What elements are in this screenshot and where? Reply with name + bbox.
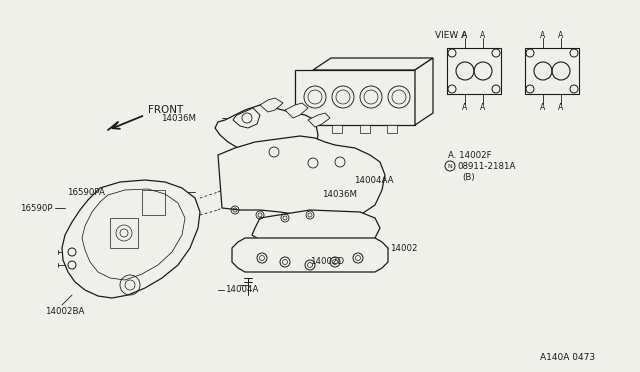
Text: A140A 0473: A140A 0473 bbox=[540, 353, 595, 362]
Text: 08911-2181A: 08911-2181A bbox=[457, 161, 515, 170]
Polygon shape bbox=[215, 105, 318, 168]
Text: A. 14002F: A. 14002F bbox=[448, 151, 492, 160]
Text: A: A bbox=[462, 31, 468, 39]
Text: 14036M: 14036M bbox=[161, 113, 196, 122]
Text: A: A bbox=[540, 103, 546, 112]
Polygon shape bbox=[233, 108, 260, 128]
Polygon shape bbox=[62, 180, 200, 298]
Text: 14002D: 14002D bbox=[310, 257, 344, 266]
Polygon shape bbox=[285, 103, 308, 118]
Text: A: A bbox=[481, 103, 486, 112]
Text: N: N bbox=[447, 164, 452, 169]
Text: A: A bbox=[558, 103, 564, 112]
Text: A: A bbox=[481, 31, 486, 39]
Text: VIEW A: VIEW A bbox=[435, 31, 467, 39]
Text: 14002: 14002 bbox=[390, 244, 417, 253]
Polygon shape bbox=[332, 125, 342, 133]
Text: 14004A: 14004A bbox=[225, 285, 259, 295]
Polygon shape bbox=[525, 48, 579, 94]
Text: A: A bbox=[300, 140, 305, 148]
Polygon shape bbox=[313, 58, 433, 70]
Polygon shape bbox=[308, 113, 330, 127]
Text: FRONT: FRONT bbox=[148, 105, 183, 115]
Polygon shape bbox=[415, 58, 433, 125]
Polygon shape bbox=[387, 125, 397, 133]
Text: 14002BA: 14002BA bbox=[45, 308, 84, 317]
Text: (B): (B) bbox=[462, 173, 475, 182]
Polygon shape bbox=[324, 150, 350, 172]
Text: A: A bbox=[540, 31, 546, 39]
Text: A: A bbox=[462, 103, 468, 112]
Polygon shape bbox=[305, 125, 315, 133]
Polygon shape bbox=[252, 210, 380, 248]
Text: 14036M: 14036M bbox=[322, 189, 357, 199]
Text: A: A bbox=[558, 31, 564, 39]
Text: 16590PA: 16590PA bbox=[67, 187, 105, 196]
Polygon shape bbox=[360, 125, 370, 133]
Polygon shape bbox=[295, 70, 415, 125]
Polygon shape bbox=[260, 98, 283, 112]
Text: 14004AA: 14004AA bbox=[354, 176, 394, 185]
Text: 16590P: 16590P bbox=[20, 203, 53, 212]
Polygon shape bbox=[298, 153, 324, 174]
Polygon shape bbox=[447, 48, 501, 94]
Polygon shape bbox=[218, 136, 385, 222]
Polygon shape bbox=[260, 141, 284, 162]
Polygon shape bbox=[232, 238, 388, 272]
